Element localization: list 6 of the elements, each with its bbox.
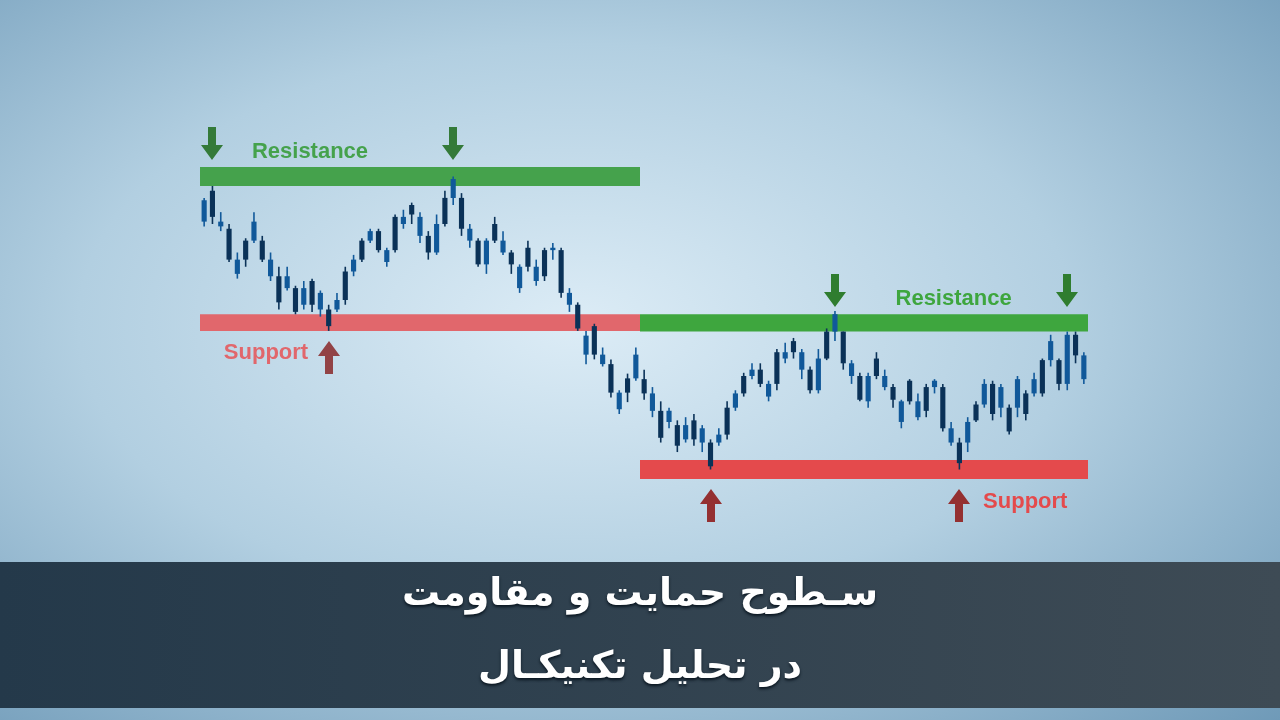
text: سـطوح حمایت و مقاومت (400, 570, 879, 614)
band-label: Support (983, 487, 1069, 513)
text: در تحلیل تکنیکـال (476, 643, 804, 687)
band-label: Support (223, 339, 309, 365)
band-label: Resistance (251, 137, 369, 163)
band-label: Resistance (895, 284, 1012, 310)
